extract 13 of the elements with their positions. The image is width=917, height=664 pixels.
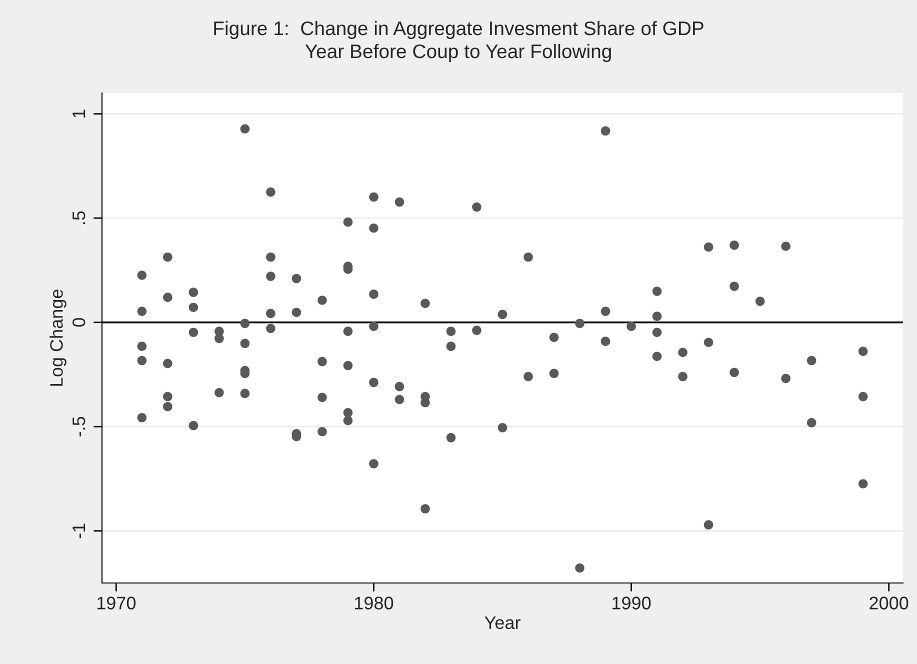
y-tick-label: 0 [72, 318, 86, 327]
chart-subtitle: Year Before Coup to Year Following [305, 44, 611, 62]
x-tick-label: 1990 [612, 596, 651, 610]
x-axis-title: Year [484, 616, 520, 630]
x-tick-label: 1970 [97, 596, 136, 610]
y-tick-label: -.5 [72, 416, 86, 436]
y-tick-label: .5 [72, 211, 86, 224]
x-tick-label: 1980 [355, 596, 394, 610]
y-axis-title: Log Change [50, 290, 66, 386]
chart-title: Figure 1: Change in Aggregate Invesment Share of GDP [214, 20, 704, 40]
y-tick-label: -1 [72, 524, 86, 538]
x-tick-label: 2000 [870, 596, 908, 610]
y-tick-label: 1 [72, 110, 86, 118]
